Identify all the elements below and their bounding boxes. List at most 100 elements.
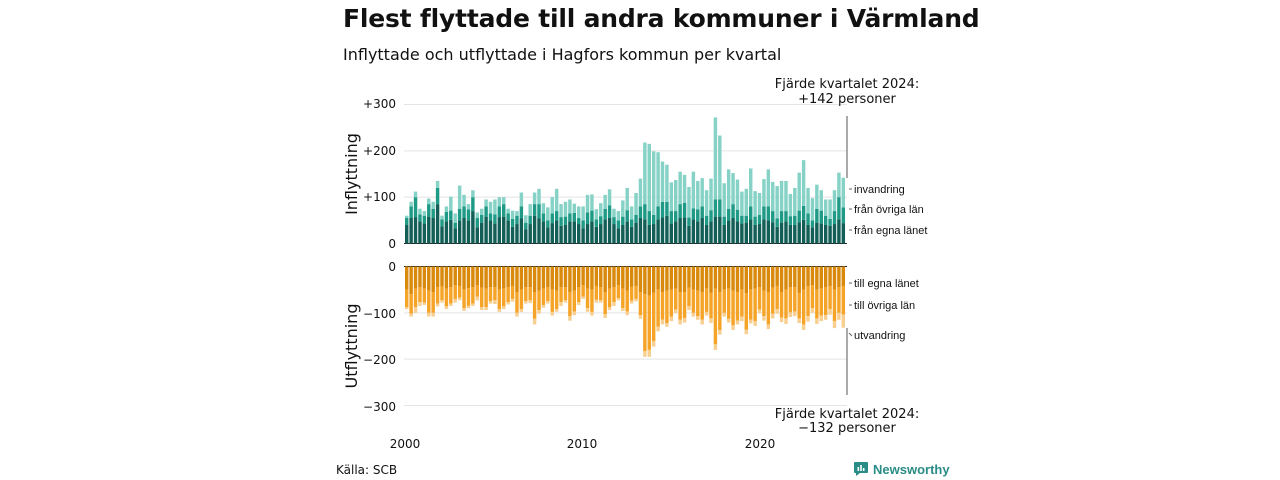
out-bar-own-49 — [621, 266, 625, 289]
out-bar-own-88 — [793, 266, 797, 288]
in-bar-other-48 — [616, 220, 621, 229]
in-bar-immig-93 — [815, 184, 819, 209]
in-bar-other-84 — [775, 218, 779, 227]
in-bar-own-42 — [590, 221, 594, 244]
out-bar-emig-99 — [841, 314, 846, 328]
out-bar-own-40 — [581, 266, 585, 286]
in-bar-other-53 — [638, 206, 643, 219]
in-bar-immig-46 — [607, 189, 612, 206]
bars — [405, 117, 846, 357]
out-bar-emig-73 — [726, 318, 731, 323]
out-bar-own-92 — [810, 266, 815, 286]
out-bar-other-81 — [762, 290, 766, 317]
out-bar-other-48 — [616, 285, 621, 298]
in-bar-other-73 — [726, 208, 731, 221]
out-bar-emig-34 — [554, 309, 559, 312]
out-bar-own-14 — [466, 266, 471, 289]
out-bar-emig-28 — [528, 300, 532, 304]
out-bar-other-8 — [440, 286, 444, 301]
out-bar-own-24 — [510, 266, 515, 286]
out-bar-other-61 — [674, 288, 678, 310]
out-bar-emig-60 — [669, 316, 674, 322]
in-bar-own-4 — [422, 223, 427, 244]
in-bar-own-54 — [643, 219, 647, 244]
out-bar-own-67 — [700, 266, 704, 292]
out-bar-other-64 — [687, 287, 691, 307]
out-bar-emig-79 — [753, 321, 757, 326]
out-bar-emig-77 — [744, 329, 749, 335]
in-bar-other-11 — [453, 222, 457, 229]
in-bar-other-85 — [779, 211, 784, 223]
out-bar-other-87 — [788, 287, 793, 313]
in-bar-own-41 — [585, 224, 590, 244]
in-bar-immig-19 — [488, 201, 493, 214]
out-bar-own-81 — [762, 266, 766, 291]
out-bar-other-83 — [771, 287, 775, 314]
in-bar-immig-18 — [484, 199, 488, 207]
out-bar-own-12 — [457, 266, 462, 286]
out-bar-emig-10 — [449, 303, 453, 306]
out-bar-other-93 — [815, 289, 819, 319]
in-bar-other-50 — [625, 210, 629, 222]
out-bar-other-99 — [841, 285, 846, 315]
in-bar-immig-60 — [669, 182, 674, 212]
in-bar-immig-77 — [744, 188, 749, 216]
in-bar-immig-63 — [682, 174, 687, 203]
in-bar-immig-16 — [475, 212, 479, 219]
in-bar-own-23 — [506, 220, 510, 244]
out-bar-own-87 — [788, 266, 793, 288]
out-bar-emig-92 — [810, 308, 815, 313]
in-bar-other-19 — [488, 213, 493, 221]
in-bar-own-33 — [550, 223, 554, 244]
xtick-2000: 2000 — [390, 437, 421, 451]
in-bar-own-39 — [576, 224, 581, 244]
out-bar-other-17 — [479, 287, 484, 308]
in-bar-other-43 — [594, 219, 599, 227]
in-bar-own-13 — [462, 218, 466, 244]
in-bar-other-70 — [713, 199, 718, 217]
out-bar-emig-91 — [806, 316, 810, 322]
out-bar-emig-94 — [819, 315, 823, 322]
in-bar-other-28 — [528, 215, 532, 225]
in-bar-own-27 — [524, 229, 528, 244]
out-bar-other-97 — [832, 289, 837, 322]
out-bar-emig-24 — [510, 298, 515, 302]
out-bar-other-45 — [603, 291, 607, 315]
out-bar-own-89 — [797, 266, 801, 293]
in-bar-own-10 — [449, 219, 453, 244]
in-bar-other-24 — [510, 218, 515, 227]
in-bar-immig-89 — [797, 172, 801, 211]
out-bar-other-18 — [484, 288, 488, 308]
in-bar-own-30 — [537, 218, 541, 244]
out-bar-own-83 — [771, 266, 775, 288]
in-bar-other-66 — [696, 209, 700, 222]
in-bar-own-48 — [616, 228, 621, 244]
out-bar-emig-50 — [625, 311, 629, 316]
out-bar-other-65 — [691, 289, 696, 313]
in-bar-own-61 — [674, 221, 678, 244]
in-bar-own-66 — [696, 221, 700, 244]
in-bar-immig-35 — [559, 204, 563, 218]
out-bar-own-80 — [757, 266, 762, 288]
out-bar-other-84 — [775, 285, 779, 310]
out-bar-emig-35 — [559, 302, 563, 306]
newsworthy-logo[interactable]: Newsworthy — [854, 461, 950, 477]
out-bar-other-63 — [682, 291, 687, 318]
out-bar-emig-40 — [581, 296, 585, 299]
in-bar-own-12 — [457, 220, 462, 244]
in-bar-immig-64 — [687, 186, 691, 218]
in-bar-immig-20 — [493, 199, 497, 215]
in-bar-other-51 — [629, 219, 634, 227]
in-bar-own-19 — [488, 220, 493, 244]
out-bar-emig-18 — [484, 307, 488, 311]
out-bar-emig-93 — [815, 318, 819, 324]
out-bar-own-6 — [431, 266, 435, 292]
in-bar-immig-41 — [585, 194, 590, 213]
in-bar-immig-57 — [656, 152, 660, 207]
in-bar-other-13 — [462, 206, 466, 219]
out-bar-other-89 — [797, 292, 801, 319]
in-bar-immig-97 — [832, 190, 837, 212]
in-bar-other-64 — [687, 217, 691, 226]
out-bar-emig-66 — [696, 316, 700, 320]
in-bar-other-36 — [563, 216, 568, 225]
